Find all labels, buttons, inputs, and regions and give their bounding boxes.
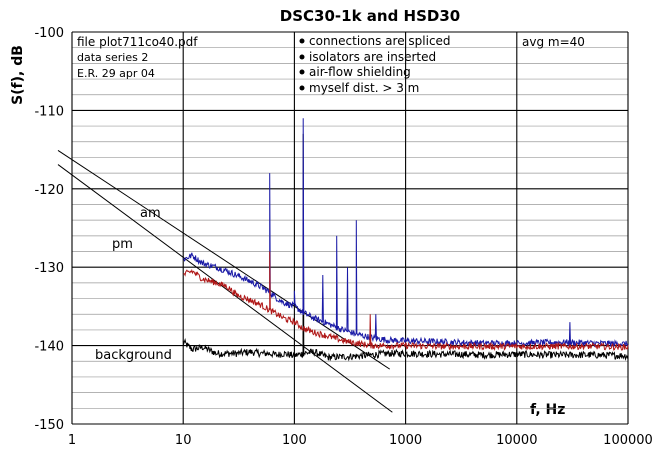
y-tick-label: -110	[34, 104, 64, 119]
tick-labels: 1 10 100 1000 10000 100000 -150 -140 -130 -120 -11…	[34, 26, 652, 448]
averaging-text: avg m=40	[522, 35, 585, 49]
date-text: E.R. 29 apr 04	[77, 67, 155, 80]
bullet-icon	[299, 54, 305, 60]
y-tick-label: -130	[34, 261, 64, 276]
series-lines	[182, 118, 629, 362]
data-series-text: data series 2	[77, 51, 148, 64]
y-tick-label: -140	[34, 340, 64, 355]
reference-line-lower	[57, 164, 393, 413]
x-axis-label: f, Hz	[530, 402, 565, 418]
file-info-block: file plot711co40.pdf data series 2 E.R. …	[77, 35, 198, 80]
background-line-label: background	[95, 348, 172, 363]
file-name-text: file plot711co40.pdf	[77, 35, 198, 49]
conditions-list: connections are spliced isolators are in…	[299, 34, 451, 95]
y-tick-label: -150	[34, 418, 64, 433]
bullet-icon	[299, 38, 305, 44]
x-tick-label: 100000	[603, 433, 653, 448]
bullet-icon	[299, 69, 305, 75]
series-line-pm	[183, 251, 629, 351]
x-tick-label: 100	[282, 433, 307, 448]
reference-line-upper	[57, 150, 391, 370]
x-tick-label: 10	[175, 433, 192, 448]
y-tick-label: -100	[34, 26, 64, 41]
reference-lines	[57, 150, 393, 413]
series-line-am	[182, 118, 629, 349]
grid	[71, 31, 629, 425]
condition-item: air-flow shielding	[309, 65, 411, 79]
condition-item: connections are spliced	[309, 34, 451, 48]
y-axis-label: S(f), dB	[10, 45, 26, 105]
series-line-background	[182, 133, 629, 362]
y-tick-label: -120	[34, 183, 64, 198]
condition-item: isolators are inserted	[309, 50, 436, 64]
am-line-label: am	[140, 206, 161, 221]
x-tick-label: 1000	[389, 433, 422, 448]
pm-line-label: pm	[112, 237, 133, 252]
chart-title: DSC30-1k and HSD30	[280, 7, 460, 25]
x-tick-label: 10000	[496, 433, 537, 448]
bullet-icon	[299, 85, 305, 91]
condition-item: myself dist. > 3 m	[309, 81, 419, 95]
x-tick-label: 1	[68, 433, 76, 448]
